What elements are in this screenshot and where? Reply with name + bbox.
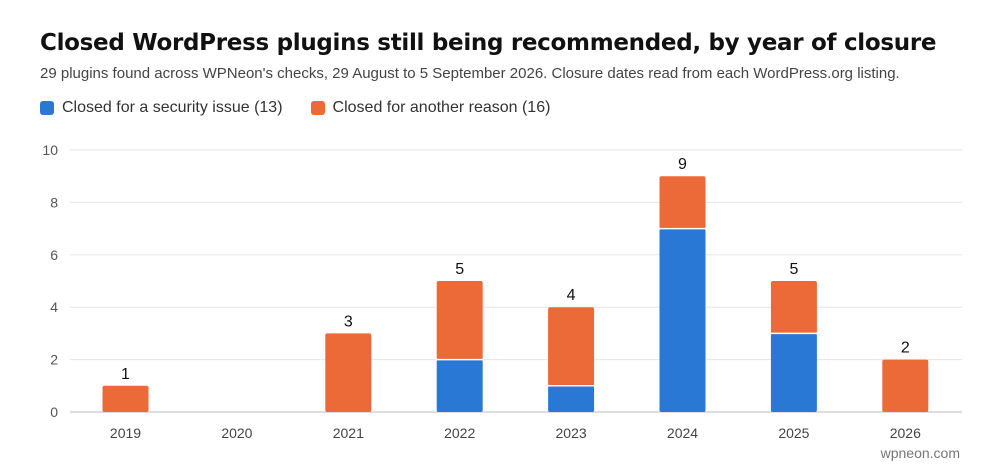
bar-segment-other: [102, 385, 149, 412]
bar-segment-security: [548, 385, 595, 412]
y-tick-label: 0: [50, 404, 58, 420]
x-tick-label: 2022: [444, 425, 475, 441]
bar-total-label: 5: [789, 261, 798, 278]
x-tick-label: 2019: [110, 425, 141, 441]
legend: Closed for a security issue (13) Closed …: [40, 99, 578, 117]
bar-total-label: 2: [901, 340, 910, 357]
x-tick-label: 2025: [778, 425, 809, 441]
bar-segment-other: [882, 359, 929, 412]
y-tick-label: 4: [50, 299, 58, 315]
x-tick-label: 2023: [556, 425, 587, 441]
bars: 1 3 5 4 9 5 2: [102, 156, 929, 412]
y-axis: 0 2 4 6 8 10: [42, 142, 58, 420]
bar-total-label: 3: [344, 313, 353, 330]
gridlines: [70, 149, 962, 413]
legend-swatch-other: [310, 101, 325, 115]
legend-item-security: Closed for a security issue (13): [40, 99, 283, 117]
x-tick-label: 2026: [890, 425, 921, 441]
bar-segment-other: [659, 176, 706, 229]
y-tick-label: 2: [50, 352, 58, 368]
source-credit: wpneon.com: [880, 445, 960, 461]
legend-item-other: Closed for another reason (16): [310, 99, 551, 117]
chart-subtitle: 29 plugins found across WPNeon's checks,…: [40, 65, 900, 82]
bar-segment-security: [436, 359, 483, 412]
x-tick-label: 2021: [333, 425, 364, 441]
bar-segment-security: [659, 228, 706, 412]
chart-title: Closed WordPress plugins still being rec…: [40, 30, 937, 56]
bar-total-label: 1: [121, 366, 130, 383]
bar-segment-other: [548, 307, 595, 386]
bar-total-label: 4: [567, 287, 576, 304]
x-axis: 2019 2020 2021 2022 2023 2024 2025 2026: [110, 425, 921, 441]
bar-segment-other: [436, 281, 483, 360]
y-tick-label: 6: [50, 247, 58, 263]
bar-segment-other: [325, 333, 372, 412]
bar-segment-other: [770, 281, 817, 334]
bar-total-label: 5: [455, 261, 464, 278]
bar-total-label: 9: [678, 156, 687, 173]
x-tick-label: 2020: [221, 425, 252, 441]
bar-segment-security: [770, 333, 817, 412]
x-tick-label: 2024: [667, 425, 698, 441]
legend-swatch-security: [40, 101, 54, 115]
legend-label-security: Closed for a security issue (13): [62, 99, 283, 116]
y-tick-label: 10: [42, 142, 58, 158]
y-tick-label: 8: [50, 194, 58, 210]
legend-label-other: Closed for another reason (16): [332, 99, 551, 116]
